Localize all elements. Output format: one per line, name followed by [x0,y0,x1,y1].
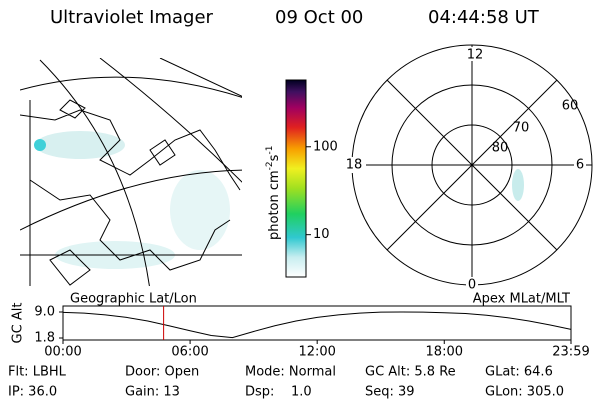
ring-label: 60 [562,99,579,114]
info: Door: Open [125,365,199,380]
polar-plot: 12 18 6 0 60 70 80 [344,44,593,293]
title: Ultraviolet Imager [50,7,214,28]
label-bg [574,157,586,173]
x-tick-label: 06:00 [171,345,208,360]
orbit-frame [62,305,572,341]
mlt-label: 0 [468,278,476,293]
label-bg [464,47,482,61]
date: 09 Oct 00 [275,7,363,28]
label-bg [344,157,366,173]
unit-exp: -1 [265,146,275,155]
orbit-line [62,311,572,339]
x-tick-label: 00:00 [44,345,81,360]
ring-label: 70 [513,121,530,136]
spokes [352,45,592,285]
info: Seq: 39 [365,385,415,400]
polar-label: Apex MLat/MLT [473,292,570,307]
colorbar [285,79,307,278]
aurora-blob [35,131,125,159]
unit-exp: -2 [265,161,275,170]
colorbar-tick-label: 100 [313,139,338,154]
y-tick-label: 9.0 [34,305,55,320]
info: Mode: Normal [245,365,336,380]
ring-label: 80 [492,141,509,156]
label-bg [466,277,478,291]
info: GLat: 64.6 [485,365,553,380]
mlt-label: 18 [346,158,363,173]
info: Dsp: 1.0 [245,385,312,400]
info: IP: 36.0 [8,385,57,400]
mlt-label: 12 [467,48,484,63]
info: Flt: LBHL [8,365,67,380]
aurora-blob [34,139,46,151]
x-tick-label: 12:00 [298,345,335,360]
coastline [20,99,241,286]
x-tick-label: 18:00 [426,345,463,360]
aurora-blob [512,169,524,201]
colorbar-label: photon cm-2s-1 [265,146,282,240]
footer: Flt: LBHL Door: Open Mode: Normal GC Alt… [8,365,564,400]
unit: photon cm [267,170,282,240]
y-axis-label: GC Alt [11,303,26,344]
map-label: Geographic Lat/Lon [70,292,197,307]
colorbar-tick-label: 10 [313,227,330,242]
info: GLon: 305.0 [485,385,564,400]
mlt-label: 6 [576,158,584,173]
unit: s [267,154,282,161]
map [20,58,242,286]
time: 04:44:58 UT [428,7,540,28]
x-tick-label: 23:59 [552,345,589,360]
y-tick-label: 1.8 [34,331,55,346]
info: Gain: 13 [125,385,180,400]
aurora-blob [170,170,230,250]
info: GC Alt: 5.8 Re [365,365,456,380]
